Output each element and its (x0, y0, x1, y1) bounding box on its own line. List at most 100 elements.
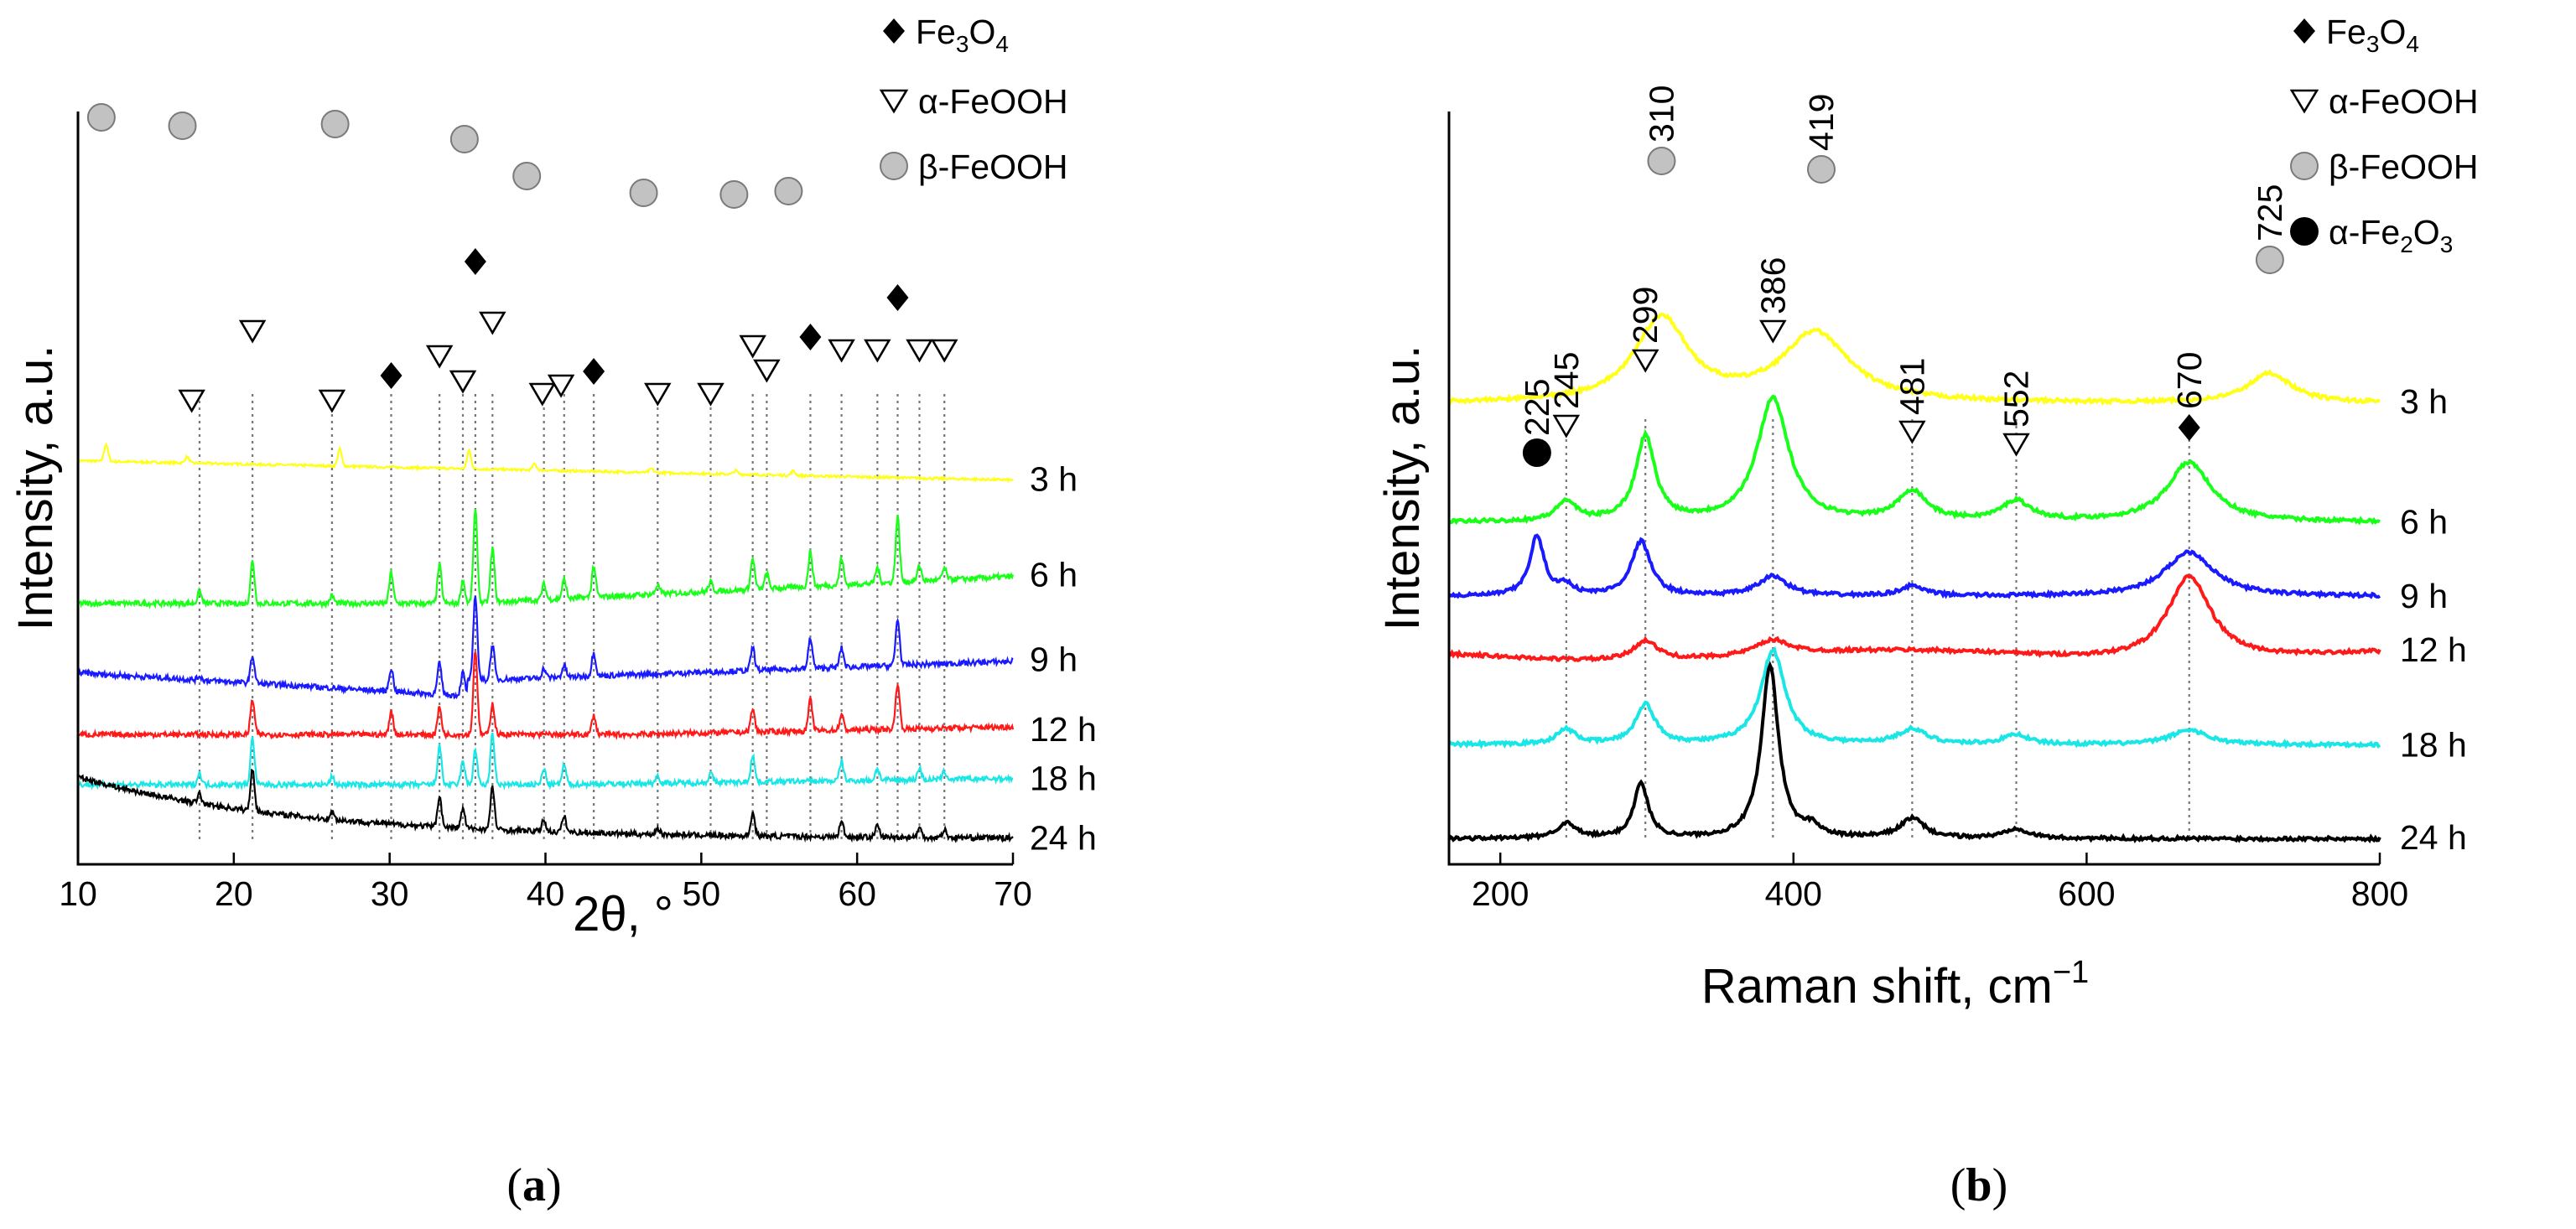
xrd-beta-feooh-marker (449, 125, 479, 153)
xrd-x-axis-label: 2θ, ° (573, 887, 673, 941)
legend-diamond-icon (883, 18, 905, 44)
xrd-curve-3h (76, 442, 1014, 484)
xrd-fe3o4-marker (583, 358, 605, 385)
raman-alpha-feooh-marker (1898, 420, 1926, 444)
legend-triangle-icon (2289, 89, 2319, 114)
xrd-y-axis-label: Intensity, a.u. (8, 345, 63, 631)
xrd-alpha-feooh-marker (644, 382, 672, 407)
raman-guide-lines (1565, 419, 2190, 838)
xrd-alpha-feooh-marker (697, 382, 724, 407)
panel-b: 200 400 600 800 Raman shift, cm−1 Intensity… (1375, 13, 2479, 1211)
raman-curve-18h (1448, 646, 2381, 749)
xrd-alpha-feooh-marker (178, 389, 205, 413)
xrd-series-label: 9 h (1030, 640, 1078, 679)
xrd-alpha-feooh-marker (739, 334, 766, 359)
xrd-beta-feooh-marker (320, 110, 350, 138)
xrd-alpha-feooh-marker (828, 339, 855, 363)
raman-peak-label: 245 (1547, 352, 1586, 409)
raman-series-label: 12 h (2400, 630, 2467, 669)
raman-legend-alpha-fe2o3: α-Fe2O3 (2329, 213, 2453, 257)
xrd-x-tick-label: 50 (683, 874, 721, 913)
legend-gray-circle-icon (2290, 152, 2319, 180)
xrd-legend: Fe3O4 α-FeOOH β-FeOOH (879, 13, 1068, 186)
raman-x-ticks: 200 400 600 800 (1472, 853, 2408, 913)
raman-beta-feooh-marker (2255, 246, 2284, 274)
xrd-axes (76, 111, 1013, 866)
xrd-beta-feooh-marker (719, 180, 749, 209)
xrd-x-tick-label: 40 (527, 874, 565, 913)
xrd-curve-12h (77, 651, 1015, 741)
raman-series-label: 18 h (2400, 726, 2467, 765)
raman-peak-markers (1522, 147, 2284, 467)
raman-x-axis-label: Raman shift, cm−1 (1701, 955, 2089, 1014)
xrd-fe3o4-marker (799, 324, 822, 350)
xrd-series-label: 6 h (1030, 556, 1078, 594)
raman-alpha-fe2o3-marker (1522, 438, 1551, 467)
xrd-fe3o4-marker (886, 284, 909, 311)
raman-curve-9h (1447, 533, 2381, 599)
raman-curve-6h (1447, 394, 2381, 526)
raman-x-tick-label: 200 (1472, 874, 1529, 913)
xrd-series-label: 12 h (1030, 710, 1097, 749)
xrd-alpha-feooh-marker (906, 339, 933, 363)
raman-fe3o4-marker (2178, 414, 2200, 441)
xrd-beta-feooh-marker (168, 111, 197, 140)
xrd-series-labels: 3 h 6 h 9 h 12 h 18 h 24 h (1030, 460, 1097, 858)
raman-alpha-feooh-marker (1759, 319, 1787, 344)
xrd-x-tick-label: 20 (215, 874, 253, 913)
raman-alpha-feooh-marker (1631, 349, 1659, 373)
raman-peak-label: 225 (1518, 379, 1556, 436)
xrd-fe3o4-marker (380, 362, 402, 389)
raman-alpha-feooh-marker (1552, 414, 1581, 438)
raman-series-labels: 3 h 6 h 9 h 12 h 18 h 24 h (2400, 382, 2467, 857)
xrd-alpha-feooh-marker (479, 311, 506, 335)
xrd-alpha-feooh-marker (528, 382, 557, 407)
xrd-series-label: 18 h (1030, 760, 1097, 798)
xrd-series-label: 24 h (1030, 819, 1097, 858)
raman-series-label: 6 h (2400, 503, 2448, 542)
xrd-legend-beta-feooh: β-FeOOH (918, 148, 1067, 186)
raman-beta-feooh-marker (1807, 155, 1836, 184)
xrd-fe3o4-marker (464, 248, 486, 275)
raman-beta-feooh-marker (1647, 147, 1676, 175)
raman-curve-3h (1447, 312, 2381, 407)
xrd-guide-lines (198, 394, 946, 843)
raman-curve-24h (1447, 661, 2381, 844)
xrd-peak-markers (86, 103, 958, 413)
xrd-alpha-feooh-marker (425, 345, 454, 369)
xrd-curve-6h (76, 509, 1015, 610)
raman-peak-label: 310 (1642, 86, 1680, 143)
xrd-curve-18h (76, 732, 1014, 791)
raman-peak-label: 552 (1997, 371, 2035, 428)
xrd-x-tick-label: 10 (59, 874, 97, 913)
xrd-curve-9h (76, 595, 1014, 700)
raman-peak-label: 481 (1893, 358, 1931, 415)
raman-peak-label: 386 (1753, 257, 1792, 314)
raman-peak-label: 419 (1802, 94, 1841, 151)
xrd-series-label: 3 h (1030, 460, 1078, 499)
raman-x-tick-label: 600 (2058, 874, 2115, 913)
xrd-alpha-feooh-marker (547, 374, 575, 398)
raman-series-label: 3 h (2400, 382, 2448, 421)
raman-y-axis-label: Intensity, a.u. (1375, 345, 1430, 631)
panel-a: 10 20 30 40 50 60 70 2θ, ° Intensity, a.u. 3 h… (8, 13, 1097, 1211)
xrd-alpha-feooh-marker (753, 359, 781, 383)
xrd-alpha-feooh-marker (449, 370, 477, 394)
legend-diamond-icon (2293, 18, 2315, 44)
legend-gray-circle-icon (880, 152, 908, 180)
xrd-legend-alpha-feooh: α-FeOOH (918, 82, 1068, 121)
xrd-alpha-feooh-marker (318, 389, 346, 413)
xrd-x-tick-label: 60 (838, 874, 876, 913)
raman-legend-fe3o4: Fe3O4 (2326, 13, 2419, 57)
panel-a-label: (a) (506, 1159, 561, 1211)
xrd-beta-feooh-marker (512, 162, 542, 190)
raman-legend: Fe3O4 α-FeOOH β-FeOOH α-Fe2O3 (2289, 13, 2479, 257)
xrd-alpha-feooh-marker (864, 339, 891, 363)
xrd-alpha-feooh-marker (238, 319, 267, 344)
raman-axes (1447, 111, 2380, 866)
xrd-beta-feooh-marker (774, 177, 803, 205)
raman-series-label: 24 h (2400, 818, 2467, 857)
raman-peak-label: 725 (2251, 184, 2289, 241)
raman-series-group (1447, 312, 2381, 844)
